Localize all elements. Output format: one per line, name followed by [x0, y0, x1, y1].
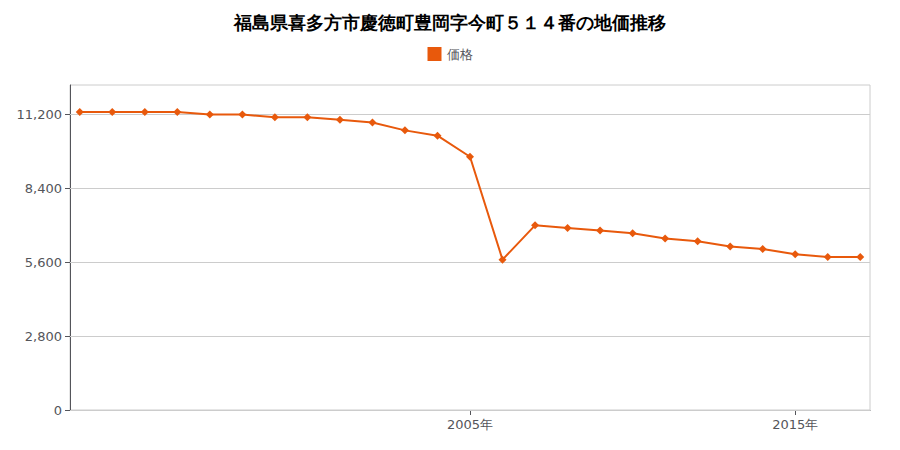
svg-text:2015年: 2015年 [772, 417, 818, 432]
svg-text:11,200: 11,200 [17, 107, 63, 122]
svg-text:2,800: 2,800 [25, 329, 62, 344]
svg-text:価格: 価格 [447, 47, 473, 62]
svg-text:福島県喜多方市慶徳町豊岡字今町５１４番の地価推移: 福島県喜多方市慶徳町豊岡字今町５１４番の地価推移 [233, 12, 666, 33]
svg-text:8,400: 8,400 [25, 181, 62, 196]
svg-text:2005年: 2005年 [447, 417, 493, 432]
svg-text:5,600: 5,600 [25, 255, 62, 270]
svg-text:0: 0 [54, 403, 62, 418]
